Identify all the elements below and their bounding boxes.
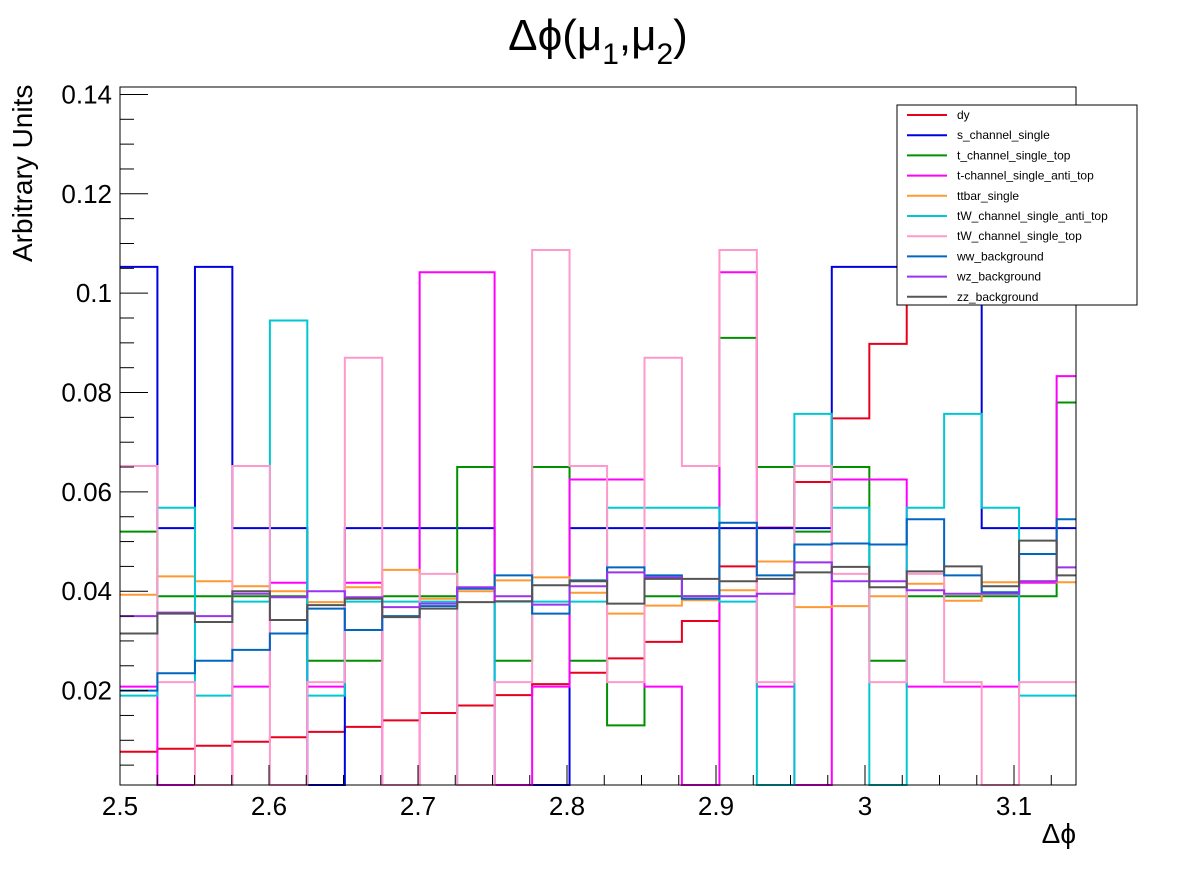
plot-frame [119,86,1077,786]
y-tick-label: 0.06 [61,477,112,507]
x-tick-label: 2.9 [698,791,734,821]
legend-label: t_channel_single_top [957,148,1071,162]
series-zz-background [120,539,1076,635]
legend-label: tW_channel_single_anti_top [957,209,1108,223]
y-tick-label: 0.04 [61,576,112,606]
legend-label: t-channel_single_anti_top [957,169,1094,183]
chart-title: Δϕ(μ1,μ2) [508,11,688,71]
legend-label: s_channel_single [957,128,1050,142]
title-sub-2: 2 [656,38,673,71]
x-axis-title: Δϕ [1042,818,1076,849]
legend-label: dy [957,108,970,122]
legend-box [896,104,1138,306]
y-tick-label: 0.12 [61,179,112,209]
y-tick-label: 0.14 [61,79,112,109]
y-tick-label: 0.1 [76,278,112,308]
axis-layer: 2.5 2.6 2.7 2.8 2.9 3 3.1 0.02 0.04 0.06 0.08 0.1 0.… [61,79,1052,821]
title-end: ) [673,11,688,60]
x-tick-label: 2.6 [251,791,287,821]
x-tick-label: 2.5 [102,791,138,821]
legend-label: tW_channel_single_top [957,229,1082,243]
legend-label: ww_background [956,249,1044,263]
title-mid: ,μ [619,11,657,60]
legend-label: wz_background [956,270,1041,284]
y-axis-title: Arbitrary Units [7,85,38,262]
title-sub-1: 1 [602,38,619,71]
legend: dy s_channel_single t_channel_single_top t-… [896,104,1138,306]
x-tick-label: 2.7 [400,791,436,821]
y-tick-label: 0.08 [61,378,112,408]
x-tick-label: 2.8 [549,791,585,821]
x-tick-label: 3 [858,791,872,821]
x-tick-label: 3.1 [996,791,1032,821]
legend-label: zz_background [957,290,1038,304]
legend-label: ttbar_single [957,189,1019,203]
y-tick-label: 0.02 [61,676,112,706]
title-main: Δϕ(μ [508,11,602,60]
